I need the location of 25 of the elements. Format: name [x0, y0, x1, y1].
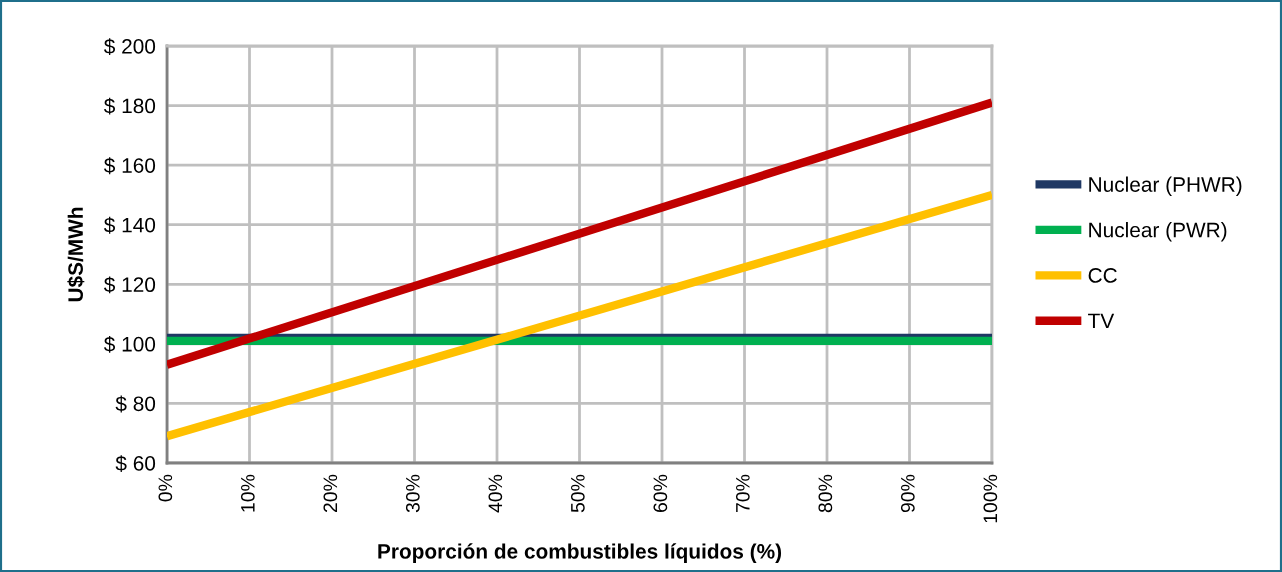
- legend-label: Nuclear (PHWR): [1089, 176, 1242, 197]
- x-axis-title: Proporción de combustibles líquidos (%): [378, 543, 782, 563]
- y-tick-label: $ 100: [103, 335, 156, 353]
- x-tick-label: 100%: [983, 474, 998, 523]
- y-tick-label: $ 80: [115, 395, 156, 413]
- y-tick-label: $ 60: [115, 455, 156, 472]
- x-tick-label: 50%: [570, 474, 585, 513]
- y-tick-label: $ 160: [103, 157, 156, 175]
- y-tick-label: $ 200: [103, 38, 156, 55]
- x-tick-label: 70%: [735, 474, 750, 513]
- y-tick-label: $ 180: [103, 97, 156, 115]
- x-tick-label: 0%: [158, 474, 173, 502]
- legend-label: Nuclear (PWR): [1089, 222, 1227, 242]
- x-tick-label: 40%: [488, 474, 503, 513]
- x-tick-label: 80%: [818, 474, 833, 513]
- x-tick-label: 10%: [240, 474, 255, 512]
- x-tick-label: 90%: [900, 474, 915, 513]
- y-tick-label: $ 120: [103, 276, 156, 294]
- x-tick-label: 20%: [323, 474, 338, 513]
- x-tick-label: 30%: [405, 474, 420, 513]
- legend-label: TV: [1088, 313, 1115, 329]
- legend-label: CC: [1088, 268, 1117, 283]
- y-axis-title: U$S/MWh: [67, 207, 85, 302]
- y-tick-label: $ 140: [103, 216, 156, 234]
- x-tick-label: 60%: [653, 474, 668, 513]
